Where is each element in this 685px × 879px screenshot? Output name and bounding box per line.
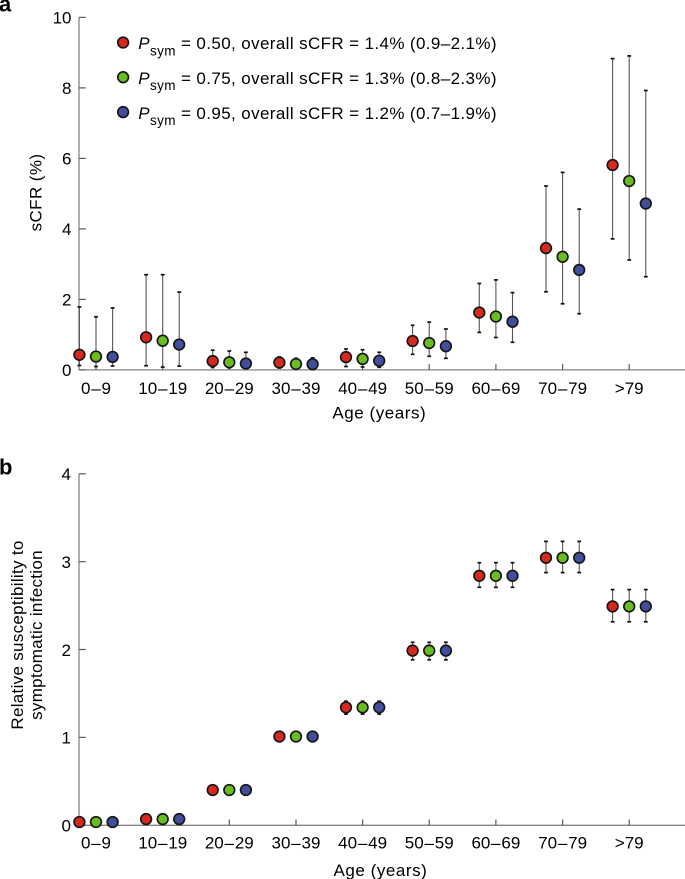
- svg-text:30–39: 30–39: [272, 834, 321, 853]
- svg-text:Relative susceptibility to: Relative susceptibility to: [8, 540, 27, 729]
- svg-text:60–69: 60–69: [471, 379, 520, 398]
- svg-text:Psym = 0.50, overall sCFR = 1.: Psym = 0.50, overall sCFR = 1.4% (0.9–2.…: [138, 34, 497, 58]
- svg-text:b: b: [0, 454, 12, 479]
- svg-text:1: 1: [62, 729, 71, 748]
- svg-text:Age (years): Age (years): [333, 861, 427, 879]
- svg-text:0: 0: [62, 817, 71, 836]
- svg-text:4: 4: [62, 220, 71, 239]
- svg-text:2: 2: [62, 641, 71, 660]
- svg-text:sCFR (%): sCFR (%): [27, 154, 46, 232]
- svg-text:>79: >79: [615, 834, 644, 853]
- svg-text:0: 0: [62, 361, 71, 380]
- svg-text:2: 2: [62, 291, 71, 310]
- svg-text:>79: >79: [615, 379, 644, 398]
- svg-text:50–59: 50–59: [405, 379, 454, 398]
- svg-text:6: 6: [62, 150, 71, 169]
- svg-text:20–29: 20–29: [205, 379, 254, 398]
- svg-text:20–29: 20–29: [205, 834, 254, 853]
- svg-text:a: a: [0, 0, 12, 17]
- svg-text:70–79: 70–79: [538, 834, 587, 853]
- svg-text:40–49: 40–49: [338, 834, 387, 853]
- svg-text:4: 4: [62, 465, 71, 484]
- svg-text:70–79: 70–79: [538, 379, 587, 398]
- svg-text:60–69: 60–69: [471, 834, 520, 853]
- svg-text:30–39: 30–39: [272, 379, 321, 398]
- svg-text:Psym = 0.75, overall sCFR = 1.: Psym = 0.75, overall sCFR = 1.3% (0.8–2.…: [138, 69, 497, 93]
- svg-text:Psym = 0.95, overall sCFR = 1.: Psym = 0.95, overall sCFR = 1.2% (0.7–1.…: [138, 104, 497, 128]
- svg-text:50–59: 50–59: [405, 834, 454, 853]
- svg-text:10: 10: [53, 9, 72, 28]
- svg-text:0–9: 0–9: [81, 379, 111, 398]
- svg-text:10–19: 10–19: [138, 379, 187, 398]
- svg-text:Age (years): Age (years): [332, 403, 426, 422]
- svg-text:8: 8: [62, 79, 71, 98]
- svg-text:3: 3: [62, 553, 71, 572]
- svg-text:40–49: 40–49: [338, 379, 387, 398]
- svg-text:symptomatic infection: symptomatic infection: [27, 550, 46, 720]
- svg-text:0–9: 0–9: [81, 834, 111, 853]
- svg-text:10–19: 10–19: [138, 834, 187, 853]
